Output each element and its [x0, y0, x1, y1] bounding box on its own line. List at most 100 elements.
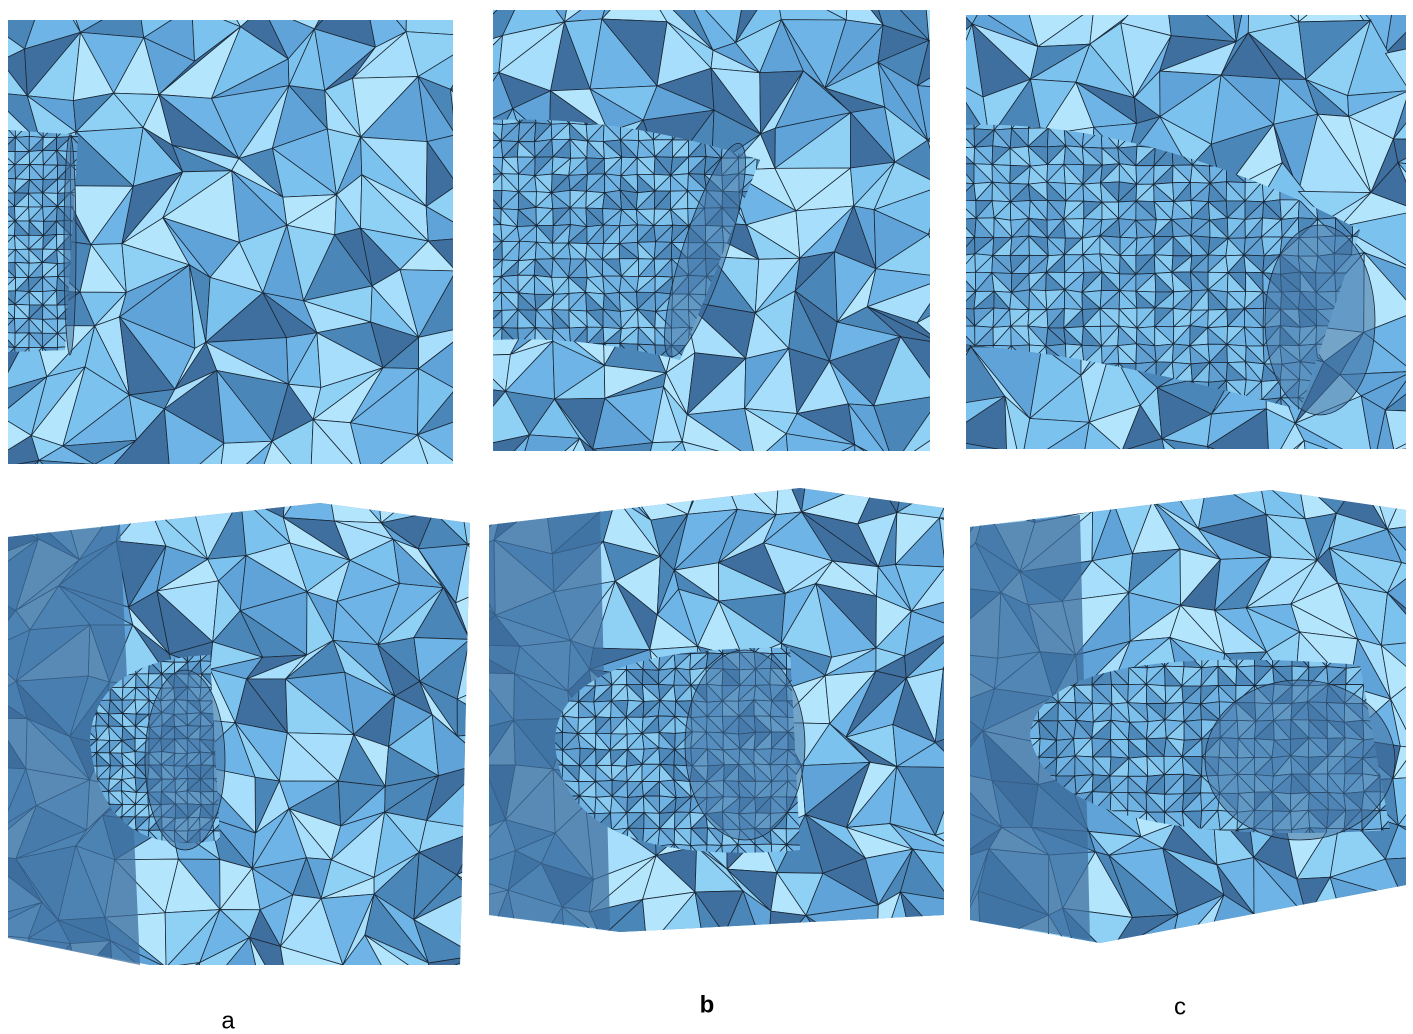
mesh-face	[943, 940, 997, 1003]
mesh-face	[894, 465, 939, 494]
caption: b	[700, 991, 715, 1018]
mesh-face	[897, 476, 959, 518]
mesh-face	[13, 460, 88, 513]
mesh-face	[864, 948, 914, 997]
mesh-face	[768, 960, 836, 998]
mesh-face	[1017, 466, 1086, 498]
mesh-face	[1087, 472, 1127, 511]
mesh-face	[1360, 952, 1386, 981]
mesh-face	[688, 453, 738, 514]
mesh-face	[602, 0, 667, 22]
mesh-face	[0, 137, 15, 151]
mesh	[0, 0, 528, 536]
mesh-face	[940, 343, 959, 395]
mesh-face	[1390, 445, 1413, 502]
mesh-face	[544, 473, 616, 499]
mesh-face	[0, 465, 24, 519]
mesh-face	[1355, 952, 1376, 998]
mesh-face	[456, 956, 511, 1005]
mesh-face	[1113, 451, 1175, 508]
mesh-face	[1029, 966, 1080, 986]
mesh-face	[112, 466, 185, 522]
mesh-face	[1254, 914, 1293, 955]
mesh-face	[291, 965, 343, 1011]
mesh-face	[469, 459, 501, 525]
mesh-face	[88, 465, 113, 506]
mesh-face	[1227, 469, 1270, 491]
mesh-face	[473, 463, 531, 513]
mesh-face	[406, 0, 483, 37]
mesh-face	[76, 470, 126, 494]
mesh-face	[994, 451, 1021, 512]
cut-face	[685, 650, 805, 840]
mesh-face	[456, 435, 530, 489]
mesh-face	[469, 354, 510, 391]
mesh-face	[1385, 898, 1413, 969]
cut-face	[1205, 680, 1395, 840]
mesh-face	[1239, 952, 1315, 1008]
mesh-face	[704, 934, 725, 977]
mesh-face	[1021, 466, 1086, 488]
mesh-face	[1377, 969, 1413, 1003]
mesh-face	[161, 962, 199, 985]
mesh-face	[0, 460, 39, 507]
mesh-face	[1029, 959, 1080, 983]
mesh-face	[939, 459, 998, 509]
mesh-face	[364, 477, 434, 506]
mesh-face	[854, 445, 901, 498]
mesh-face	[943, 940, 997, 1004]
mesh-face	[1082, 451, 1122, 508]
mesh-face	[24, 455, 67, 516]
mesh-face	[939, 476, 1004, 518]
mesh-face	[1032, 460, 1092, 511]
mesh-face	[544, 473, 616, 498]
mesh-face	[112, 473, 147, 503]
mesh-face	[1390, 445, 1413, 502]
mesh-face	[635, 949, 698, 994]
mesh-face	[323, 965, 397, 1004]
mesh-face	[519, 967, 542, 1011]
mesh-face	[935, 451, 1007, 512]
page: a b c (() => { const data = JSON.parse(d…	[0, 0, 1413, 1034]
mesh-face	[484, 277, 502, 294]
mesh-face	[67, 470, 126, 516]
mesh-face	[283, 458, 334, 521]
mesh-face	[1341, 898, 1403, 969]
mesh-face	[935, 439, 1007, 502]
figure: a b c	[0, 0, 1413, 1034]
mesh-face	[39, 460, 95, 505]
mesh-face	[1342, 466, 1390, 502]
mesh-face	[456, 465, 503, 524]
mesh-face	[456, 959, 516, 1009]
mesh-face	[826, 960, 877, 978]
mesh-face	[939, 459, 998, 509]
mesh-face	[1254, 914, 1307, 955]
mesh-panels	[0, 0, 1413, 1011]
mesh-face	[826, 963, 877, 997]
mesh-face	[1341, 916, 1385, 969]
mesh-face	[381, 478, 437, 523]
mesh-face	[40, 455, 76, 516]
mesh-face	[998, 459, 1035, 523]
caption: c	[1174, 993, 1186, 1020]
mesh-face	[874, 395, 942, 465]
mesh-face	[959, 453, 1013, 516]
mesh-face	[698, 461, 757, 493]
cut-face	[1265, 225, 1375, 415]
mesh-face	[1403, 898, 1413, 940]
mesh-face	[1299, 0, 1371, 22]
mesh-face	[775, 0, 846, 20]
cut-face	[64, 135, 76, 355]
mesh-face	[455, 72, 499, 137]
mesh-face	[457, 174, 496, 237]
mesh-face	[911, 940, 944, 981]
mesh-face	[768, 911, 806, 960]
mesh-face	[437, 463, 473, 498]
mesh-face	[789, 960, 836, 998]
mesh-face	[461, 463, 531, 513]
cut-face	[145, 670, 225, 850]
mesh-face	[1293, 955, 1356, 1008]
mesh-face	[457, 967, 524, 995]
mesh-face	[477, 459, 513, 525]
mesh-face	[979, 959, 1049, 983]
